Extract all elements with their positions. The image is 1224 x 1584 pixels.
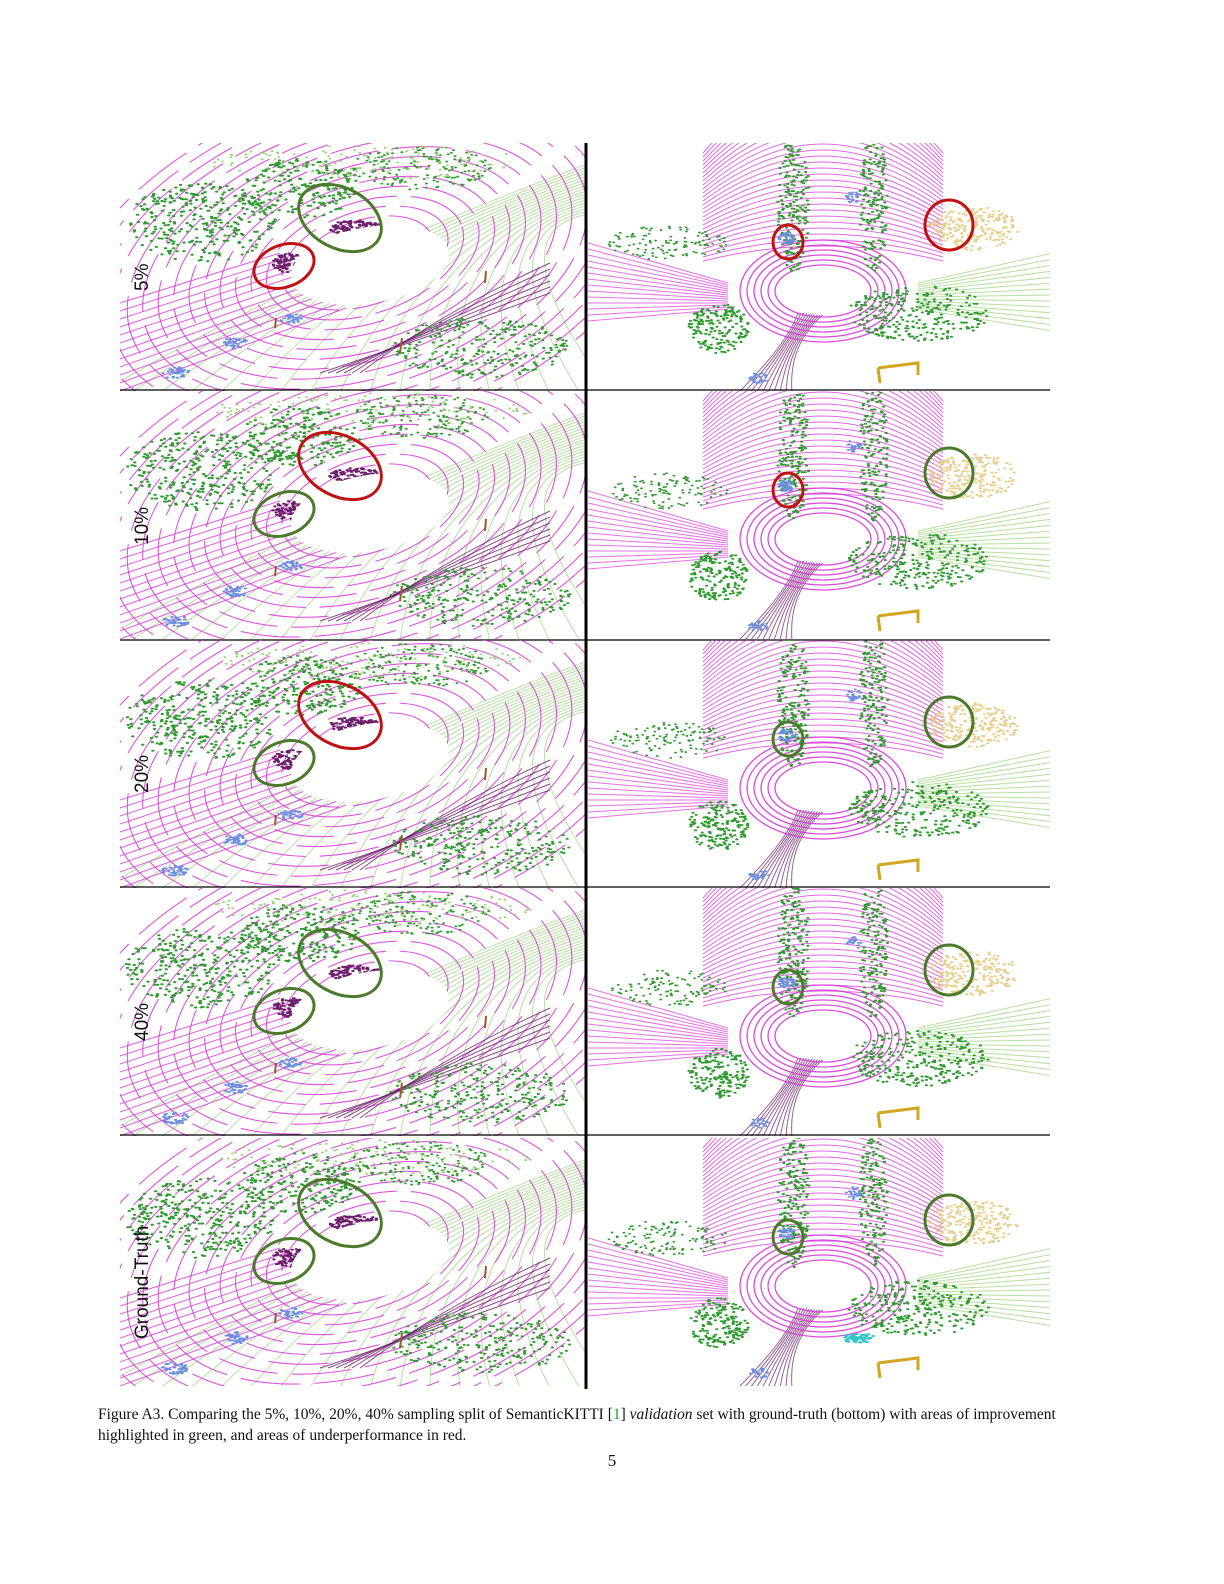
caption-emphasis: validation bbox=[629, 1406, 693, 1423]
caption-prefix: Figure A3. Comparing the 5%, 10%, 20%, 4… bbox=[98, 1406, 613, 1423]
panel-right-2 bbox=[588, 640, 1053, 888]
panel-right-1 bbox=[588, 391, 1053, 639]
figure-grid bbox=[120, 143, 1053, 1389]
figure-row-4 bbox=[120, 1138, 1053, 1386]
row-label-3: 40% bbox=[132, 1002, 153, 1041]
figure-row-2 bbox=[120, 640, 1053, 888]
panel-left-3 bbox=[120, 888, 585, 1136]
row-label-1: 10% bbox=[132, 506, 153, 545]
row-label-2: 20% bbox=[132, 754, 153, 793]
page-number: 5 bbox=[607, 1451, 617, 1470]
caption-mid: ] bbox=[620, 1406, 630, 1423]
panel-left-2 bbox=[120, 640, 585, 888]
panel-left-4 bbox=[120, 1138, 585, 1386]
panel-right-3 bbox=[588, 888, 1053, 1136]
figure-caption: Figure A3. Comparing the 5%, 10%, 20%, 4… bbox=[98, 1404, 1128, 1446]
figure-row-1 bbox=[120, 391, 1053, 641]
figure-row-3 bbox=[120, 888, 1053, 1136]
panel-left-1 bbox=[120, 391, 585, 639]
row-label-0: 5% bbox=[132, 263, 153, 291]
citation-link[interactable]: 1 bbox=[612, 1406, 621, 1423]
caption-suffix: set with ground-truth (bottom) with area… bbox=[98, 1406, 1056, 1444]
panel-right-0 bbox=[588, 143, 1053, 391]
panel-right-4 bbox=[588, 1138, 1053, 1386]
figure-a3: 5% 10% 20% 40% Ground-Truth bbox=[120, 143, 1053, 1389]
row-label-4: Ground-Truth bbox=[132, 1225, 153, 1339]
panel-left-0 bbox=[120, 143, 585, 391]
